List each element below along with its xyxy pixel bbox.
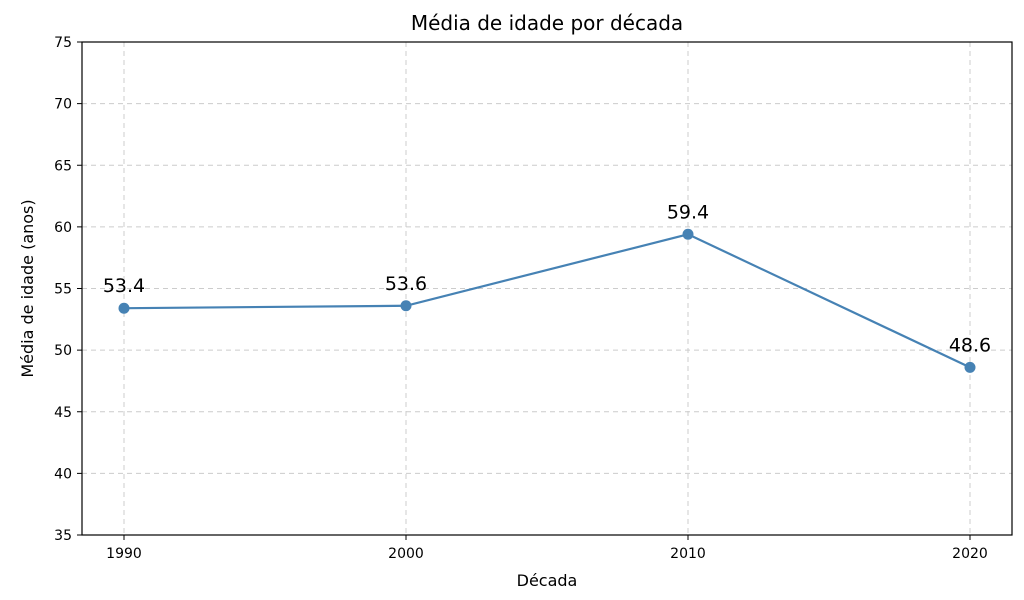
data-label: 53.4 [103, 275, 145, 297]
series-line [123, 233, 971, 369]
plot-frame [81, 41, 1013, 536]
x-tick-label: 2020 [952, 546, 988, 562]
grid-lines [82, 41, 1012, 536]
y-tick-label: 40 [54, 466, 72, 482]
x-tick-label: 2000 [388, 546, 424, 562]
y-tick-label: 75 [54, 35, 72, 51]
y-tick-label: 50 [54, 343, 72, 359]
y-tick-label: 65 [54, 158, 72, 174]
y-tick-label: 35 [54, 528, 72, 544]
y-tick-label: 70 [54, 97, 72, 113]
data-point [682, 228, 694, 240]
x-tick-label: 2010 [670, 546, 706, 562]
x-axis-label: Década [517, 571, 578, 590]
data-point [964, 361, 976, 373]
data-point [118, 302, 130, 314]
y-tick-label: 55 [54, 282, 72, 298]
data-label: 53.6 [385, 273, 427, 295]
y-axis-label: Média de idade (anos) [18, 199, 37, 377]
data-point [400, 300, 412, 312]
data-label: 48.6 [949, 334, 991, 356]
y-tick-label: 60 [54, 220, 72, 236]
data-label: 59.4 [667, 201, 709, 223]
x-tick-label: 1990 [106, 546, 142, 562]
series-layer: 53.4 53.6 59.4 48.6 [103, 201, 991, 373]
y-tick-label: 45 [54, 405, 72, 421]
axis-ticks: 35 40 45 50 55 60 65 70 75 1990 2000 2010 2020 [54, 35, 988, 562]
chart-title: Média de idade por década [411, 11, 683, 35]
